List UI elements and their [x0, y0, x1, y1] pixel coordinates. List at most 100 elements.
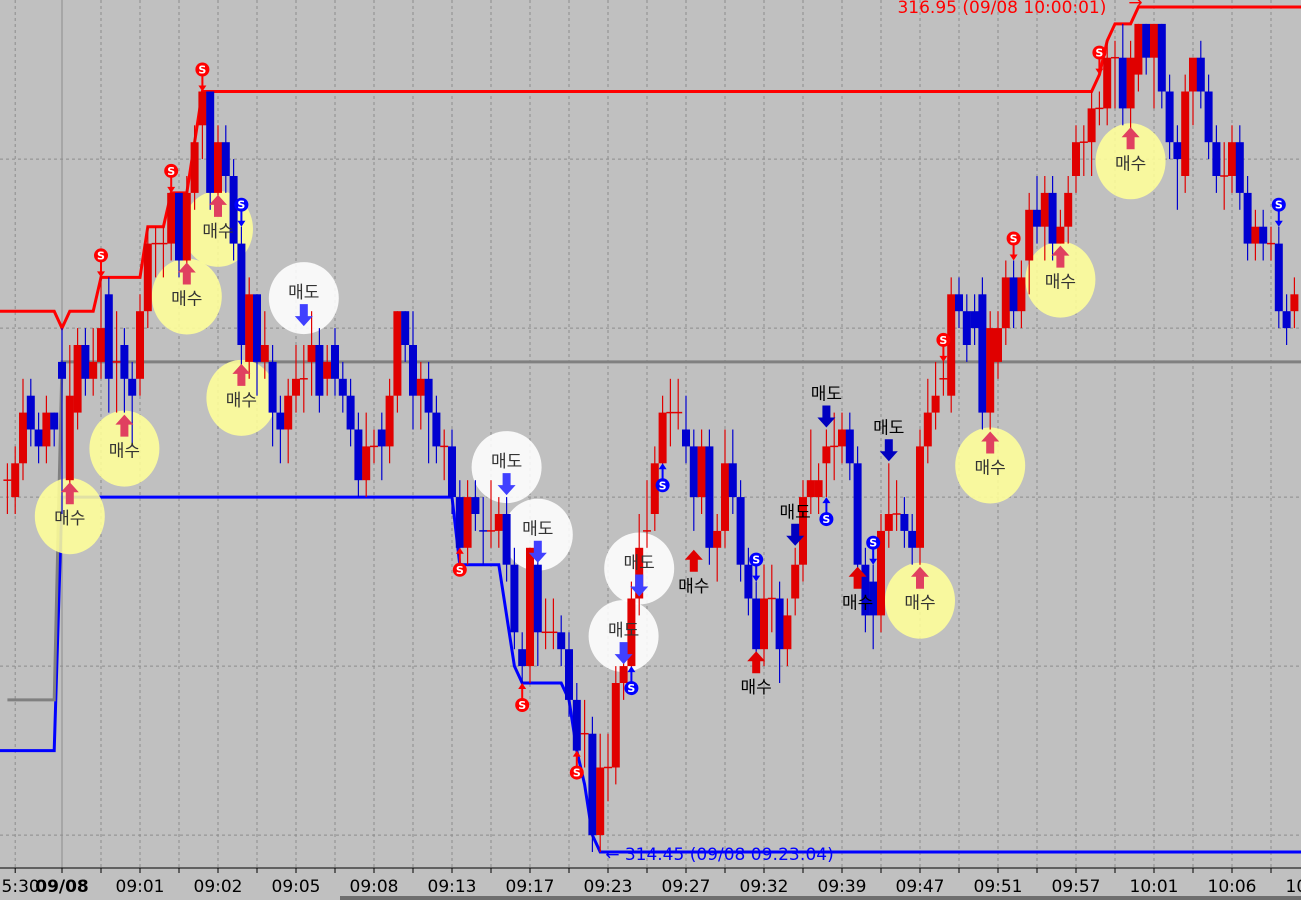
candle-body	[650, 463, 659, 514]
buy-arrow-icon	[115, 414, 134, 437]
candle-body	[401, 311, 410, 345]
sell-arrow-icon	[817, 405, 836, 428]
candle-body	[221, 142, 230, 176]
candle-body	[853, 463, 862, 565]
candle-body	[65, 395, 74, 481]
sell-highlight-circle	[588, 600, 659, 673]
candle-body	[845, 429, 854, 464]
s-marker-label: S	[1275, 199, 1283, 212]
candle-body	[760, 598, 768, 650]
candle-body	[565, 649, 573, 700]
s-marker-icon	[195, 62, 210, 77]
candle-body	[916, 446, 924, 548]
buy-arrow-icon	[209, 194, 227, 217]
s-marker-icon	[624, 681, 639, 696]
candle-body	[518, 649, 527, 667]
s-marker-icon	[655, 478, 670, 493]
candle-body	[744, 564, 753, 599]
horizontal-scrollbar[interactable]	[340, 896, 1301, 900]
candle-body	[1196, 57, 1205, 92]
x-tick-label: 09:08	[350, 877, 399, 897]
candle-body	[1064, 192, 1073, 227]
buy-arrow-icon	[1051, 245, 1070, 268]
candle-body	[994, 328, 1002, 362]
candle-body	[884, 514, 893, 531]
buy-signal-label: 매수	[904, 594, 935, 614]
candle-body	[354, 429, 363, 481]
x-tick-label: 09:13	[428, 877, 477, 897]
buy-highlight-circle	[34, 478, 105, 555]
buy-arrow-icon	[177, 262, 196, 285]
candle-body	[253, 294, 261, 362]
s-marker-icon	[866, 535, 881, 550]
s-marker-icon	[452, 562, 467, 577]
candle-body	[1009, 277, 1018, 312]
candle-body	[752, 598, 761, 650]
s-marker-icon	[819, 512, 834, 527]
candle-body	[260, 345, 269, 362]
candle-body	[596, 767, 605, 836]
candle-body	[175, 192, 183, 261]
s-marker-label: S	[198, 64, 206, 77]
buy-signal-label: 매수	[678, 577, 709, 597]
candle-body	[268, 361, 277, 413]
candle-body	[635, 547, 644, 599]
candle-body	[1165, 91, 1174, 143]
candle-body	[26, 395, 35, 430]
candle-body	[611, 683, 620, 768]
buy-arrow-icon	[848, 566, 867, 589]
buy-highlight-circle	[1025, 241, 1096, 318]
candle-body	[1087, 108, 1096, 143]
buy-signal-label: 매수	[171, 290, 202, 310]
candle-body	[799, 497, 807, 565]
candle-body	[50, 412, 59, 430]
buy-highlight-circle	[955, 427, 1026, 504]
x-tick-label: 09:47	[896, 877, 945, 897]
x-tick-label: 09:57	[1052, 877, 1101, 897]
buy-signal-label: 매수	[975, 459, 1006, 479]
s-marker-icon	[1271, 197, 1286, 212]
upper-band-line	[0, 5, 1301, 332]
candle-body	[190, 142, 199, 193]
candle-body	[1142, 23, 1151, 58]
candle-body	[1189, 57, 1197, 92]
candle-body	[331, 345, 339, 379]
s-marker-arrow-icon	[627, 666, 636, 673]
x-tick-label: 09:02	[194, 877, 243, 897]
buy-signal-label: 매수	[1115, 154, 1146, 174]
s-marker-arrow-icon	[167, 186, 176, 193]
sell-signal-label: 매도	[288, 283, 319, 303]
candle-body	[1103, 57, 1112, 109]
indicator-lines	[0, 5, 1301, 854]
candle-body	[923, 412, 932, 447]
s-marker-label: S	[1095, 47, 1103, 60]
s-marker-icon	[936, 332, 951, 347]
sell-signal-label: 매도	[608, 621, 639, 641]
candle-body	[1017, 277, 1026, 312]
candle-body	[1134, 23, 1143, 75]
buy-highlight-circle	[151, 258, 222, 335]
x-tick-label: 09:27	[662, 877, 711, 897]
x-tick-label: 09:01	[116, 877, 165, 897]
candle-body	[1212, 142, 1221, 176]
candle-body	[89, 361, 98, 379]
candle-body	[346, 395, 355, 430]
low-price-label: ← 314.45 (09/08 09:23:04)	[605, 845, 834, 865]
candle-body	[869, 581, 878, 616]
candle-body	[1235, 142, 1244, 193]
candle-body	[838, 429, 846, 447]
candle-body	[182, 192, 191, 261]
buy-signal-label: 매수	[226, 391, 257, 411]
candle-body	[237, 243, 246, 345]
candle-body	[206, 91, 215, 193]
buy-highlight-circle	[885, 562, 955, 639]
x-tick-label: 09:23	[584, 877, 633, 897]
s-marker-label: S	[822, 513, 830, 526]
buy-signal-label: 매수	[741, 678, 772, 698]
candle-body	[167, 192, 176, 244]
candle-body	[323, 361, 332, 379]
x-tick-label: 09:39	[818, 877, 867, 897]
s-marker-arrow-icon	[1095, 68, 1104, 75]
